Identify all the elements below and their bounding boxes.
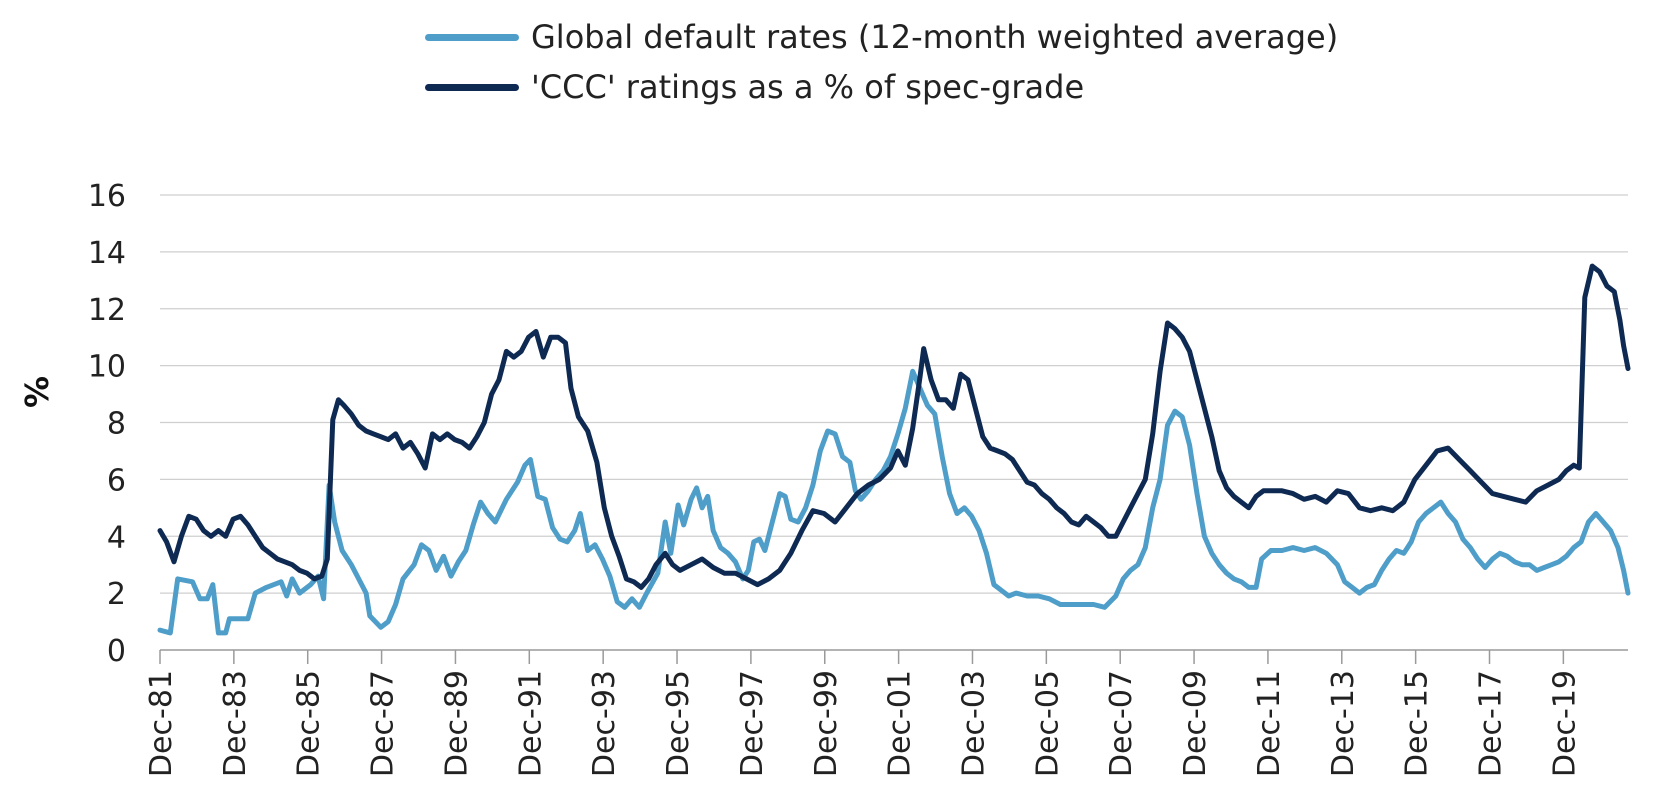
y-tick-labels: 0 2 4 6 8 10 12 14 16 xyxy=(88,179,126,669)
gridlines xyxy=(160,194,1628,594)
legend-swatch-default-rates xyxy=(425,33,519,41)
x-tick-label: Dec-81 xyxy=(144,670,179,777)
x-tick-label: Dec-97 xyxy=(735,670,770,777)
y-axis-label: % xyxy=(18,376,56,408)
x-tick-label: Dec-87 xyxy=(366,670,401,777)
y-tick-label: 6 xyxy=(107,463,126,498)
y-tick-label: 10 xyxy=(88,350,126,385)
x-tick-label: Dec-85 xyxy=(292,670,327,777)
y-tick-label: 0 xyxy=(107,634,126,669)
x-tick-label: Dec-89 xyxy=(439,670,474,777)
x-tick-label: Dec-07 xyxy=(1104,670,1139,777)
legend: Global default rates (12-month weighted … xyxy=(425,12,1338,112)
y-tick-label: 2 xyxy=(107,577,126,612)
x-tick-label: Dec-19 xyxy=(1547,670,1582,777)
y-tick-label: 8 xyxy=(107,407,126,442)
y-tick-label: 16 xyxy=(88,179,126,214)
x-tick-label: Dec-93 xyxy=(587,670,622,777)
legend-swatch-ccc-ratings xyxy=(425,83,519,91)
x-tick-label: Dec-99 xyxy=(809,670,844,777)
y-tick-label: 14 xyxy=(88,236,126,271)
y-tick-label: 12 xyxy=(88,293,126,328)
x-axis: Dec-81 Dec-83 Dec-85 Dec-87 Dec-89 Dec-91 Dec-… xyxy=(144,649,1628,777)
series-lines xyxy=(157,263,1631,636)
legend-label-ccc-ratings: 'CCC' ratings as a % of spec-grade xyxy=(531,68,1085,106)
x-tick-label: Dec-91 xyxy=(513,670,548,777)
legend-item-ccc-ratings: 'CCC' ratings as a % of spec-grade xyxy=(425,62,1338,112)
x-tick-label: Dec-03 xyxy=(956,670,991,777)
x-tick-label: Dec-83 xyxy=(218,670,253,777)
x-tick-label: Dec-95 xyxy=(661,670,696,777)
x-tick-label: Dec-09 xyxy=(1178,670,1213,777)
x-tick-label: Dec-13 xyxy=(1326,670,1361,777)
x-tick-label: Dec-05 xyxy=(1030,670,1065,777)
series-line-ccc-ratings xyxy=(157,263,1631,590)
x-tick-label: Dec-11 xyxy=(1252,670,1287,777)
x-tick-label: Dec-15 xyxy=(1400,670,1435,777)
y-tick-label: 4 xyxy=(107,520,126,555)
legend-label-default-rates: Global default rates (12-month weighted … xyxy=(531,18,1339,56)
x-tick-label: Dec-01 xyxy=(883,670,918,777)
x-tick-label: Dec-17 xyxy=(1474,670,1509,777)
legend-item-default-rates: Global default rates (12-month weighted … xyxy=(425,12,1338,62)
